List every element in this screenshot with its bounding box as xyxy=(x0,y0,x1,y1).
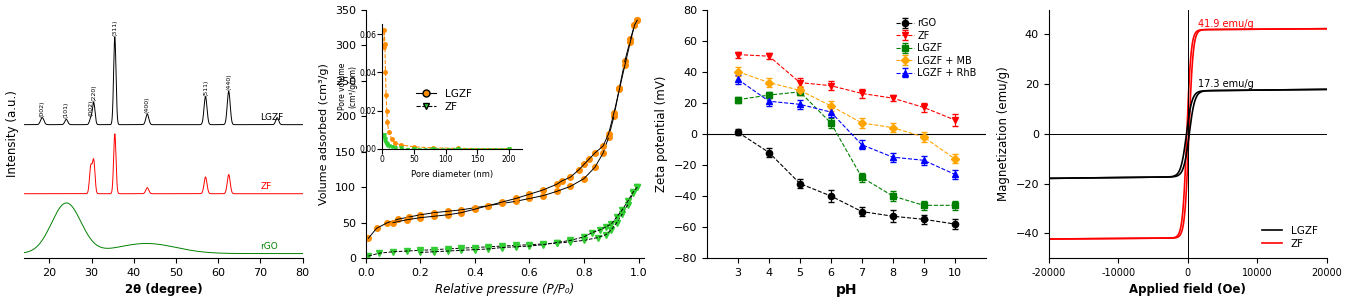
Text: (311): (311) xyxy=(112,19,117,36)
Text: (002): (002) xyxy=(39,100,44,117)
Text: rGO: rGO xyxy=(260,242,278,251)
Text: (440): (440) xyxy=(226,74,232,90)
Text: (101): (101) xyxy=(63,102,69,118)
Y-axis label: Volume adsorbed (cm³/g): Volume adsorbed (cm³/g) xyxy=(319,63,329,205)
Text: ZF: ZF xyxy=(260,182,271,191)
Text: (511): (511) xyxy=(204,79,208,95)
Text: (002): (002) xyxy=(88,99,93,116)
Legend: LGZF, ZF: LGZF, ZF xyxy=(1258,221,1322,253)
Text: 41.9 emu/g: 41.9 emu/g xyxy=(1198,19,1254,29)
Y-axis label: Intensity (a.u.): Intensity (a.u.) xyxy=(5,90,19,177)
Legend: rGO, ZF, LGZF, LGZF + MB, LGZF + RhB: rGO, ZF, LGZF, LGZF + MB, LGZF + RhB xyxy=(892,15,981,82)
X-axis label: 2θ (degree): 2θ (degree) xyxy=(124,283,202,296)
Y-axis label: Magnetization (emu/g): Magnetization (emu/g) xyxy=(998,66,1010,201)
Text: 17.3 emu/g: 17.3 emu/g xyxy=(1198,78,1254,88)
Legend: LGZF, ZF: LGZF, ZF xyxy=(411,85,476,116)
X-axis label: pH: pH xyxy=(836,283,857,298)
Text: LGZF: LGZF xyxy=(260,113,283,122)
Text: (220): (220) xyxy=(92,85,96,101)
X-axis label: Applied field (Oe): Applied field (Oe) xyxy=(1130,283,1247,296)
Text: (400): (400) xyxy=(144,97,150,113)
X-axis label: Relative pressure (P/P₀): Relative pressure (P/P₀) xyxy=(435,283,574,296)
Y-axis label: Zeta potential (mV): Zeta potential (mV) xyxy=(655,76,669,192)
